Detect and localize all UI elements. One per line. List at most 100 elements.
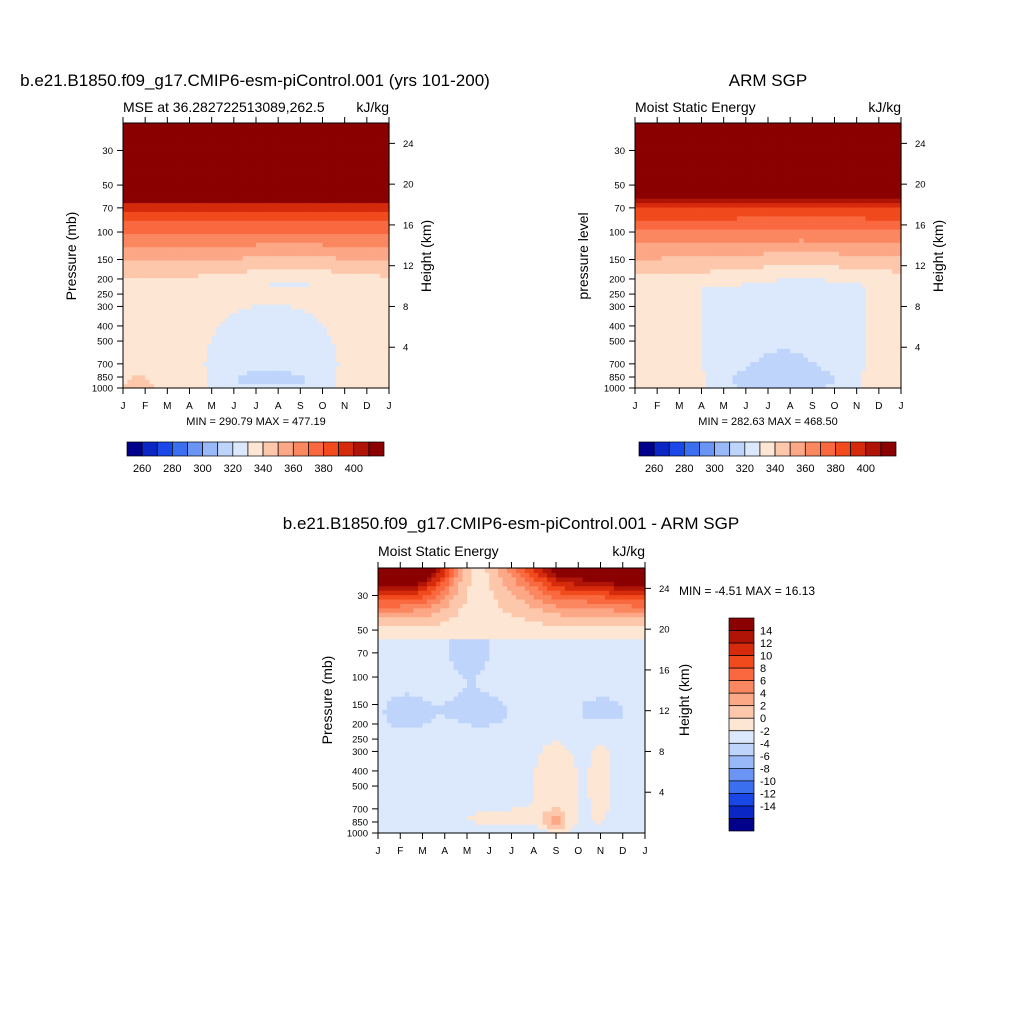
model-contour-cell — [180, 286, 186, 292]
model-contour-cell — [167, 312, 173, 318]
model-contour-cell — [123, 326, 129, 332]
model-contour-cell — [238, 215, 244, 221]
obs-contour-cell — [643, 268, 649, 274]
model-contour-cell — [282, 286, 288, 292]
model-contour-cell — [149, 290, 155, 296]
obs-contour-cell — [666, 198, 672, 204]
obs-contour-cell — [679, 158, 685, 164]
obs-contour-cell — [683, 153, 689, 159]
obs-contour-cell — [683, 357, 689, 363]
model-contour-cell — [331, 211, 337, 217]
model-contour-cell — [318, 127, 324, 133]
model-contour-cell — [131, 286, 137, 292]
model-contour-cell — [233, 304, 239, 310]
obs-contour-cell — [652, 189, 658, 195]
obs-contour-cell — [648, 193, 654, 199]
model-contour-cell — [313, 176, 319, 182]
obs-contour-cell — [635, 211, 641, 217]
model-contour-cell — [318, 176, 324, 182]
model-contour-cell — [140, 357, 146, 363]
model-contour-cell — [282, 304, 288, 310]
obs-contour-cell — [679, 140, 685, 146]
model-contour-cell — [331, 365, 337, 371]
obs-contour-cell — [688, 202, 694, 208]
obs-contour-cell — [661, 180, 667, 186]
model-contour-cell — [353, 123, 359, 129]
obs-contour-cell — [648, 317, 654, 323]
model-contour-cell — [295, 352, 301, 358]
obs-contour-cell — [670, 370, 676, 376]
model-contour-cell — [149, 326, 155, 332]
obs-contour-cell — [697, 145, 703, 151]
obs-contour-cell — [701, 176, 707, 182]
model-contour-cell — [295, 326, 301, 332]
model-contour-cell — [282, 198, 288, 204]
model-contour-cell — [233, 343, 239, 349]
model-contour-cell — [278, 206, 284, 212]
model-contour-cell — [309, 246, 315, 252]
model-contour-cell — [353, 361, 359, 367]
model-contour-cell — [384, 176, 390, 182]
model-contour-cell — [123, 127, 129, 133]
obs-contour-cell — [728, 312, 734, 318]
obs-contour-cell — [723, 251, 729, 257]
obs-contour-cell — [688, 229, 694, 235]
model-contour-cell — [185, 268, 191, 274]
model-contour-cell — [207, 335, 213, 341]
obs-contour-cell — [648, 180, 654, 186]
model-contour-cell — [229, 290, 235, 296]
obs-contour-cell — [701, 145, 707, 151]
model-contour-cell — [282, 171, 288, 177]
model-contour-cell — [242, 286, 248, 292]
obs-contour-cell — [652, 158, 658, 164]
model-contour-cell — [371, 374, 377, 380]
model-contour-cell — [176, 259, 182, 265]
model-contour-cell — [247, 171, 253, 177]
model-contour-cell — [140, 189, 146, 195]
obs-contour-cell — [710, 308, 716, 314]
model-contour-cell — [273, 158, 279, 164]
model-contour-cell — [304, 273, 310, 279]
model-contour-cell — [162, 153, 168, 159]
model-contour-cell — [260, 290, 266, 296]
model-contour-cell — [131, 352, 137, 358]
model-contour-cell — [127, 211, 133, 217]
model-contour-cell — [344, 255, 350, 261]
model-contour-cell — [193, 145, 199, 151]
model-contour-cell — [127, 259, 133, 265]
model-contour-cell — [123, 162, 129, 168]
model-contour-cell — [224, 312, 230, 318]
model-contour-cell — [185, 277, 191, 283]
obs-contour-cell — [657, 136, 663, 142]
obs-contour-cell — [714, 202, 720, 208]
model-contour-cell — [375, 224, 381, 230]
model-contour-cell — [309, 149, 315, 155]
model-contour-cell — [136, 220, 142, 226]
model-contour-cell — [123, 158, 129, 164]
model-contour-cell — [278, 167, 284, 173]
obs-contour-cell — [705, 189, 711, 195]
model-contour-cell — [380, 348, 386, 354]
model-contour-cell — [238, 365, 244, 371]
model-x-tick-label: M — [207, 401, 215, 412]
model-contour-cell — [335, 184, 341, 190]
model-contour-cell — [384, 251, 390, 257]
obs-contour-cell — [657, 167, 663, 173]
model-contour-cell — [260, 339, 266, 345]
obs-contour-cell — [679, 335, 685, 341]
model-contour-cell — [158, 131, 164, 137]
model-contour-cell — [158, 189, 164, 195]
model-contour-cell — [278, 330, 284, 336]
model-contour-cell — [380, 374, 386, 380]
model-contour-cell — [158, 145, 164, 151]
obs-contour-cell — [643, 206, 649, 212]
obs-contour-cell — [719, 215, 725, 221]
model-contour-cell — [322, 176, 328, 182]
model-contour-cell — [180, 198, 186, 204]
model-contour-cell — [371, 370, 377, 376]
model-contour-cell — [366, 308, 372, 314]
model-contour-cell — [180, 259, 186, 265]
model-contour-cell — [256, 224, 262, 230]
model-contour-cell — [357, 242, 363, 248]
model-contour-cell — [149, 282, 155, 288]
